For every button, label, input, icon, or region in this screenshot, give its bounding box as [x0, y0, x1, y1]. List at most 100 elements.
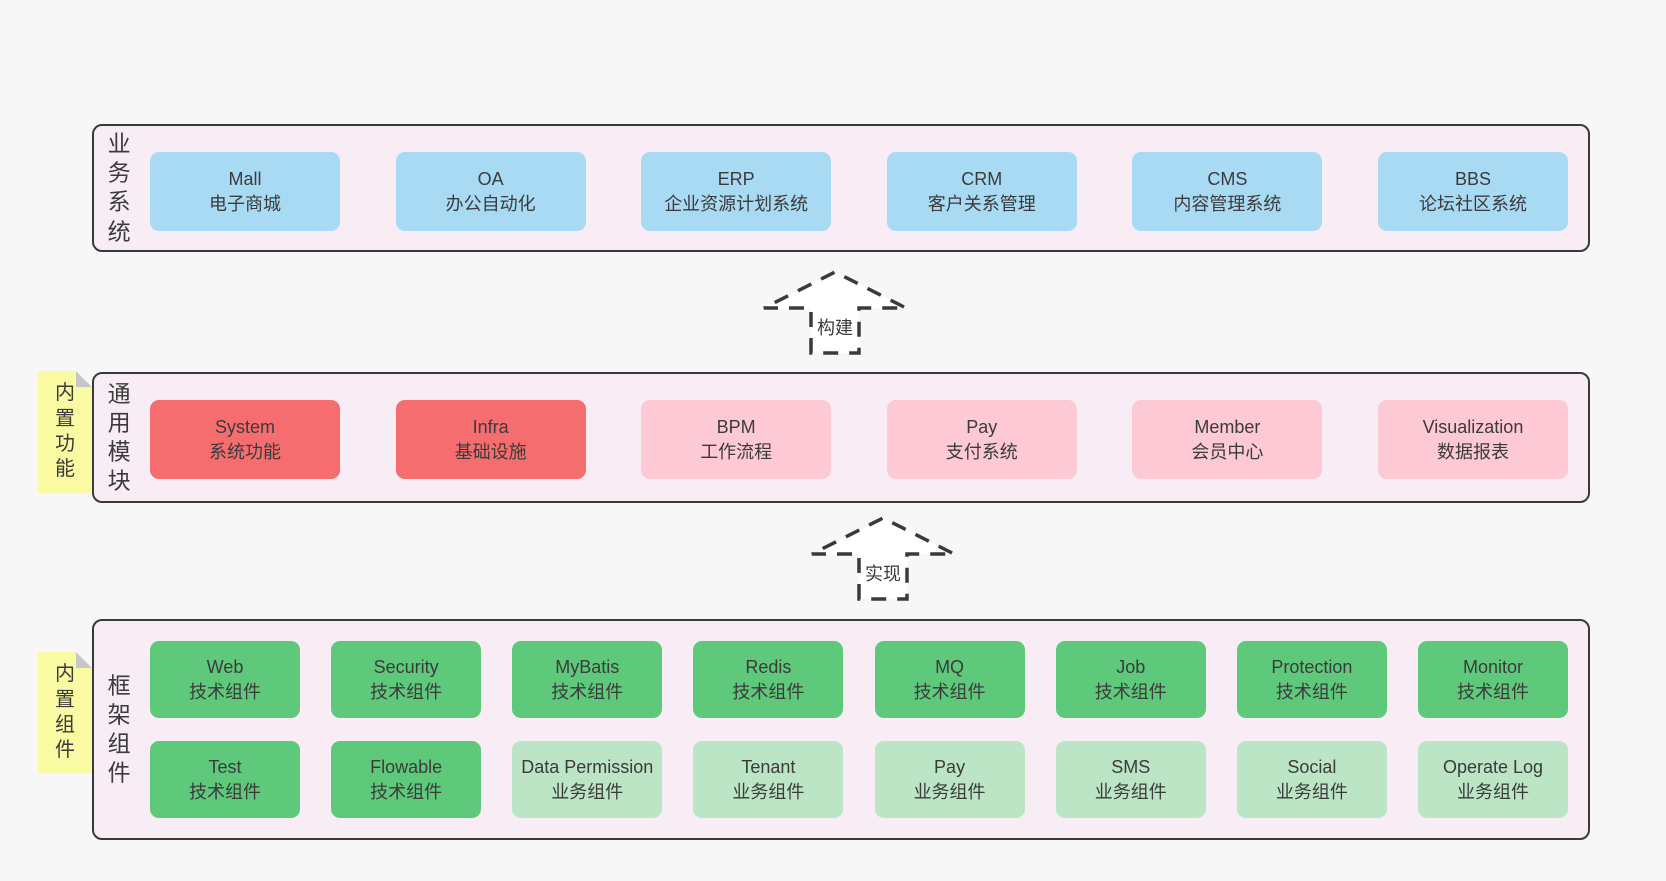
- dashed-up-arrow-icon: [763, 270, 907, 355]
- band-label-common-modules: 通用模块: [107, 380, 131, 494]
- module-row: System 系统功能 Infra 基础设施 BPM 工作流程 Pay 支付系统 Member 会…: [150, 400, 1568, 479]
- band-business-systems: 业务系统 Mall 电子商城 OA 办公自动化 ERP 企业资源计划系统 CRM 客户关系管理…: [92, 124, 1590, 252]
- box-title: Test: [208, 756, 242, 777]
- box-infra: Infra 基础设施: [395, 400, 586, 479]
- box-title: Mall: [228, 168, 262, 189]
- box-tenant: Tenant 业务组件: [693, 741, 844, 818]
- box-visualization: Visualization 数据报表: [1377, 400, 1568, 479]
- band-rows: Web 技术组件 Security 技术组件 MyBatis 技术组件 Redis 技术组件 M…: [150, 641, 1568, 818]
- box-subtitle: 技术组件: [732, 681, 805, 702]
- box-subtitle: 支付系统: [945, 441, 1018, 462]
- box-title: MyBatis: [555, 656, 620, 677]
- arrow-build: 构建: [760, 268, 910, 356]
- box-title: Operate Log: [1442, 756, 1544, 777]
- box-social: Social 业务组件: [1236, 741, 1387, 818]
- box-title: Job: [1116, 656, 1146, 677]
- sticky-note-builtin-features: 内置功能: [38, 371, 92, 493]
- box-protection: Protection 技术组件: [1236, 641, 1387, 718]
- box-erp: ERP 企业资源计划系统: [641, 152, 832, 231]
- box-member: Member 会员中心: [1132, 400, 1323, 479]
- box-subtitle: 基础设施: [454, 441, 527, 462]
- box-title: CRM: [961, 168, 1003, 189]
- box-subtitle: 技术组件: [913, 681, 986, 702]
- box-pay: Pay 支付系统: [886, 400, 1077, 479]
- band-framework-components: 框架组件 Web 技术组件 Security 技术组件 MyBatis 技术组件 Redis…: [92, 619, 1590, 840]
- box-web: Web 技术组件: [150, 641, 300, 718]
- box-subtitle: 电子商城: [209, 193, 281, 214]
- box-title: BPM: [716, 416, 756, 437]
- box-subtitle: 业务组件: [913, 781, 986, 802]
- band-rows: System 系统功能 Infra 基础设施 BPM 工作流程 Pay 支付系统 Member 会…: [150, 400, 1568, 479]
- box-subtitle: 会员中心: [1191, 441, 1264, 462]
- box-test: Test 技术组件: [150, 741, 300, 818]
- box-title: Pay: [966, 416, 998, 437]
- box-operate-log: Operate Log 业务组件: [1417, 741, 1568, 818]
- box-title: BBS: [1454, 168, 1491, 189]
- box-job: Job 技术组件: [1055, 641, 1206, 718]
- box-title: Visualization: [1422, 416, 1524, 437]
- arrow-implement-label: 实现: [862, 560, 904, 586]
- box-title: Flowable: [370, 756, 443, 777]
- box-subtitle: 技术组件: [189, 781, 261, 802]
- box-subtitle: 业务组件: [551, 781, 624, 802]
- box-title: Social: [1287, 756, 1337, 777]
- box-system: System 系统功能: [150, 400, 340, 479]
- box-subtitle: 客户关系管理: [927, 193, 1036, 214]
- arrow-implement: 实现: [808, 514, 958, 602]
- band-common-modules: 通用模块 System 系统功能 Infra 基础设施 BPM 工作流程 Pay 支付系统 Me…: [92, 372, 1590, 503]
- box-subtitle: 技术组件: [1094, 681, 1167, 702]
- box-crm: CRM 客户关系管理: [886, 152, 1077, 231]
- box-mybatis: MyBatis 技术组件: [512, 641, 663, 718]
- box-title: Member: [1194, 416, 1261, 437]
- box-subtitle: 内容管理系统: [1173, 193, 1282, 214]
- box-cms: CMS 内容管理系统: [1132, 152, 1323, 231]
- sticky-note-builtin-components: 内置组件: [38, 652, 92, 774]
- box-title: ERP: [717, 168, 755, 189]
- box-subtitle: 业务组件: [732, 781, 805, 802]
- box-title: Tenant: [741, 756, 796, 777]
- box-bpm: BPM 工作流程: [641, 400, 832, 479]
- box-subtitle: 工作流程: [700, 441, 773, 462]
- module-row: Test 技术组件 Flowable 技术组件 Data Permission 业务组件 T…: [150, 741, 1568, 818]
- box-subtitle: 技术组件: [370, 681, 443, 702]
- box-title: Data Permission: [521, 756, 654, 777]
- box-subtitle: 技术组件: [1456, 681, 1529, 702]
- sticky-note-label: 内置功能: [55, 382, 75, 481]
- box-flowable: Flowable 技术组件: [331, 741, 482, 818]
- box-sms: SMS 业务组件: [1055, 741, 1206, 818]
- box-subtitle: 业务组件: [1456, 781, 1529, 802]
- box-monitor: Monitor 技术组件: [1417, 641, 1568, 718]
- band-label-business-systems: 业务系统: [107, 130, 131, 245]
- box-title: OA: [477, 168, 504, 189]
- band-rows: Mall 电子商城 OA 办公自动化 ERP 企业资源计划系统 CRM 客户关系管理 CMS 内容…: [150, 152, 1568, 231]
- box-pay: Pay 业务组件: [874, 741, 1025, 818]
- box-subtitle: 技术组件: [370, 781, 443, 802]
- box-title: System: [214, 416, 275, 437]
- box-title: Security: [373, 656, 439, 677]
- box-subtitle: 系统功能: [209, 441, 281, 462]
- box-redis: Redis 技术组件: [693, 641, 844, 718]
- module-row: Mall 电子商城 OA 办公自动化 ERP 企业资源计划系统 CRM 客户关系管理 CMS 内容…: [150, 152, 1568, 231]
- box-oa: OA 办公自动化: [395, 152, 586, 231]
- box-title: Infra: [472, 416, 509, 437]
- box-title: SMS: [1111, 756, 1151, 777]
- box-subtitle: 技术组件: [551, 681, 624, 702]
- box-subtitle: 技术组件: [1275, 681, 1348, 702]
- box-title: Protection: [1271, 656, 1353, 677]
- box-mq: MQ 技术组件: [874, 641, 1025, 718]
- box-subtitle: 办公自动化: [445, 193, 536, 214]
- box-security: Security 技术组件: [331, 641, 482, 718]
- box-title: Redis: [745, 656, 792, 677]
- box-subtitle: 业务组件: [1275, 781, 1348, 802]
- box-mall: Mall 电子商城: [150, 152, 340, 231]
- box-title: Monitor: [1462, 656, 1523, 677]
- dashed-up-arrow-icon: [811, 516, 955, 601]
- box-subtitle: 业务组件: [1094, 781, 1167, 802]
- box-title: CMS: [1207, 168, 1248, 189]
- box-subtitle: 企业资源计划系统: [664, 193, 809, 214]
- box-data-permission: Data Permission 业务组件: [512, 741, 663, 818]
- box-title: Web: [206, 656, 244, 677]
- arrow-build-label: 构建: [814, 314, 856, 340]
- band-label-framework-components: 框架组件: [107, 672, 131, 786]
